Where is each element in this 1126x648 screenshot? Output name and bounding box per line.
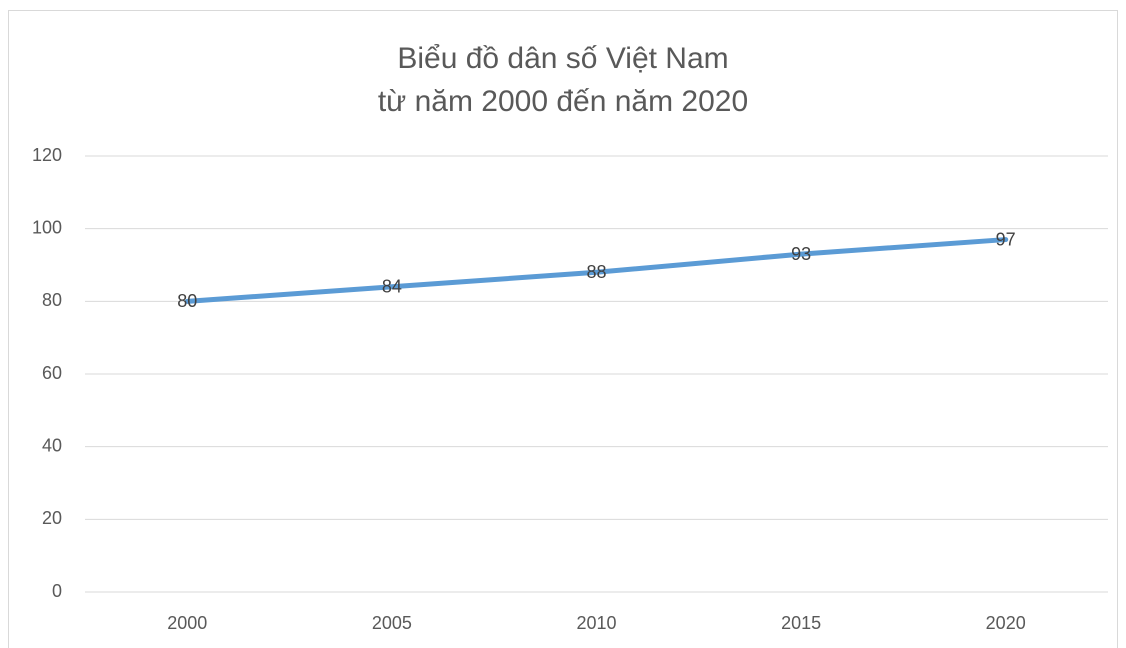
data-label: 80 xyxy=(177,291,197,311)
x-tick-label: 2000 xyxy=(167,613,207,633)
chart-title: Biểu đồ dân số Việt Nam xyxy=(397,42,728,75)
data-label: 93 xyxy=(791,244,811,264)
y-tick-label: 80 xyxy=(42,290,62,310)
line-series xyxy=(184,237,1009,304)
x-tick-label: 2010 xyxy=(576,613,616,633)
x-tick-label: 2020 xyxy=(986,613,1026,633)
data-label: 97 xyxy=(996,229,1016,249)
y-tick-label: 20 xyxy=(42,508,62,528)
x-tick-label: 2015 xyxy=(781,613,821,633)
chart-border xyxy=(8,10,1118,648)
x-tick-label: 2005 xyxy=(372,613,412,633)
y-tick-label: 60 xyxy=(42,363,62,383)
chart-title: từ năm 2000 đến năm 2020 xyxy=(378,85,748,118)
y-tick-label: 100 xyxy=(32,217,62,237)
data-label: 88 xyxy=(586,262,606,282)
y-tick-label: 120 xyxy=(32,145,62,165)
data-label: 84 xyxy=(382,277,402,297)
y-tick-label: 40 xyxy=(42,435,62,455)
y-tick-label: 0 xyxy=(52,581,62,601)
